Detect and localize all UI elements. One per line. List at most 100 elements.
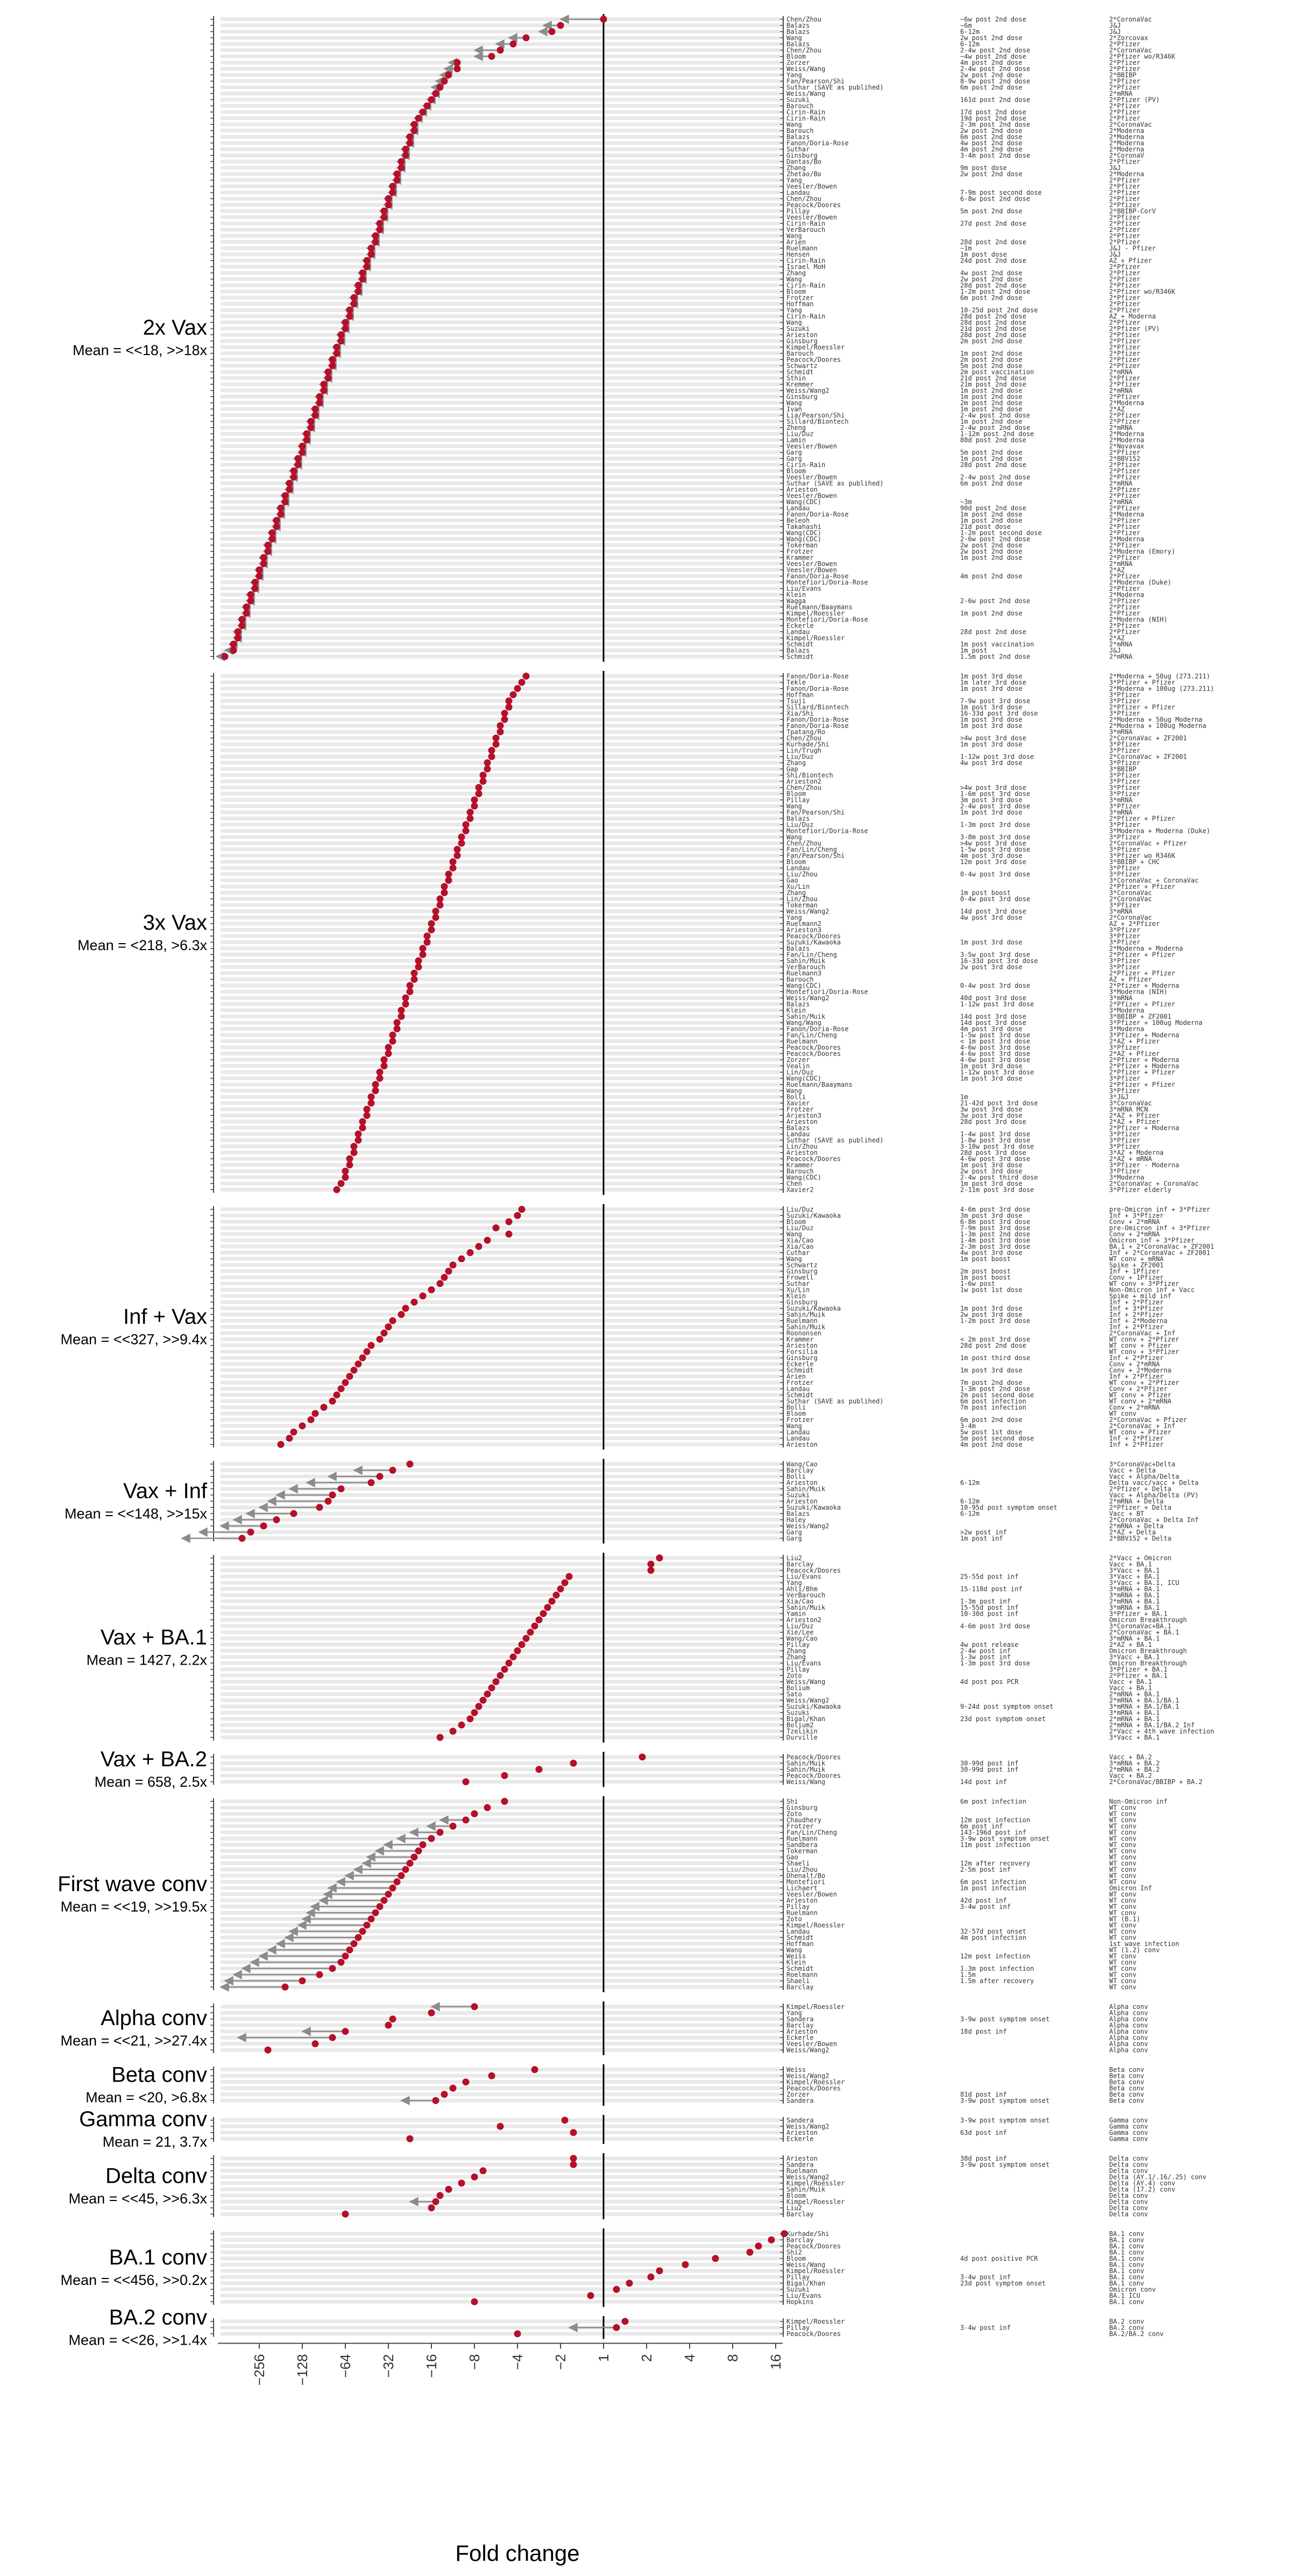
data-point [492,1224,500,1232]
row-study: Balazs [786,133,810,140]
row-study: Landau [786,1428,810,1436]
data-point [346,313,353,320]
row-regimen: 3*Vacc + BA.1 [1109,1567,1160,1574]
row-regimen: 3*Pfizer [1109,1130,1140,1138]
row-timing: 1.3m post infection [960,1965,1034,1972]
row-timing: 38d post inf [960,2155,1007,2162]
row-timing: 1-3m post 2nd dose [960,1385,1030,1392]
row-study: Pillay [786,207,810,215]
data-point [471,2003,478,2011]
row-regimen: 2*Pfizer + Moderna [1109,1124,1179,1131]
data-point [311,1410,319,1417]
row-regimen: Inf + 2*Pfizer [1109,1441,1164,1448]
data-point [342,1167,349,1175]
row-study: Frotzer [786,1379,814,1386]
row-regimen: Alpha conv [1109,2046,1148,2054]
row-study: Bolli [786,1093,806,1101]
row-regimen: WT conv [1109,1896,1137,1904]
data-point [466,809,474,816]
row-study: Peacock/Doores [786,1567,841,1574]
row-study: Kimpel/Roessler [786,634,845,642]
data-point [410,1298,418,1306]
row-regimen: Inf + 2*Pfizer [1109,1311,1164,1318]
row-study: Peacock/Doores [786,201,841,209]
row-study: Ruelmann [786,244,818,252]
row-regimen: WT conv [1109,1928,1137,1935]
data-point [639,1753,646,1761]
row-study: Wang [786,319,802,326]
row-timing: 2w post 2nd dose [960,170,1023,178]
data-point [393,1878,401,1886]
row-timing: 1m post 2nd dose [960,350,1023,357]
row-timing: 28d post 2nd dose [960,461,1026,469]
row-timing: 3-10w post 3rd dose [960,1143,1034,1150]
row-timing: 6m post inf [960,1822,1003,1830]
data-point [492,734,500,742]
row-regimen: AZ + Pfizer [1109,975,1152,983]
row-timing: 4w post 2nd dose [960,139,1023,147]
row-regimen: 3*CoronaVac+Delta [1109,1460,1175,1468]
data-point [548,28,556,36]
row-study: Arieston [786,2129,818,2136]
row-study: Liu2 [786,2204,802,2212]
row-timing: < 1m post 3rd dose [960,1037,1030,1045]
row-timing: 27d post 2nd dose [960,220,1026,227]
row-study: Schmidt [786,640,814,648]
row-regimen: 3*Pfizer [1109,871,1140,878]
row-timing: 1m post 3rd dose [960,703,1023,711]
row-study: Fanon/Doria-Rose [786,673,849,680]
data-point [501,1772,508,1779]
row-study: Suzuki/Kawaoka [786,1703,841,1710]
row-study: Kimpel/Roessler [786,2003,845,2011]
data-point [423,938,431,946]
data-point [436,1280,444,1287]
data-point [342,325,349,332]
data-point [458,1721,465,1729]
data-point [311,412,319,419]
group-mean: Mean = <<19, >>19.5x [61,1899,208,1915]
row-regimen: 2*Pfizer [1109,182,1140,190]
row-study: Zhang [786,164,806,172]
row-study: Bolium [786,1684,810,1692]
row-regimen: Beta conv [1109,2084,1144,2092]
row-study: Wang/Cao [786,1634,818,1642]
row-regimen: 2*Pfizer [1109,374,1140,382]
data-point [406,988,414,995]
row-study: Suthar (SAVE as publihed) [786,1136,884,1144]
data-point [505,1659,513,1667]
row-regimen: 3*Pfizer [1109,846,1140,853]
data-point [755,2242,762,2250]
row-study: Tekle [786,678,806,686]
row-study: Zoto [786,1672,802,1679]
data-point [311,405,319,413]
row-regimen: 3*Pfizer [1109,772,1140,779]
row-study: Weiss/Wang2 [786,994,829,1002]
row-study: Bigal/Khan [786,1715,825,1723]
row-regimen: 2*Pfizer [1109,350,1140,357]
data-point [432,914,439,921]
row-timing: 2m post boost [960,1268,1011,1275]
row-study: Balazs [786,815,810,822]
row-timing: 1m post 2nd dose [960,554,1023,561]
row-regimen: Conv + 2*Moderna [1109,1367,1172,1374]
row-regimen: 2*BBIBP-CorV [1109,207,1156,215]
row-study: Fanon/Doria-Rose [786,1025,849,1032]
row-regimen: Vacc + BA.1 [1109,1678,1152,1686]
row-study: Eckerle [786,1360,814,1368]
row-regimen: 2*Pfizer [1109,220,1140,227]
data-point [367,1342,375,1349]
data-point [316,1504,323,1511]
row-study: Lin/Zhou [786,895,818,903]
row-study: Kimpel/Roessler [786,1921,845,1929]
data-point [286,479,293,487]
data-point [402,1866,409,1873]
row-study: Shi2 [786,2248,802,2256]
row-regimen: pre-Omicron inf + 3*Pfizer [1109,1224,1210,1232]
row-timing: 8-9w post 2nd dose [960,77,1030,85]
data-point [656,1554,663,1562]
row-regimen: WT conv + mRNA [1109,1255,1164,1263]
data-point [342,319,349,326]
data-point [342,1379,349,1386]
row-annotations: Chen/Zhou ~6w post 2nd dose 2*CoronaVac Bal… [786,16,1214,2338]
row-study: Arieston [786,1441,818,1448]
